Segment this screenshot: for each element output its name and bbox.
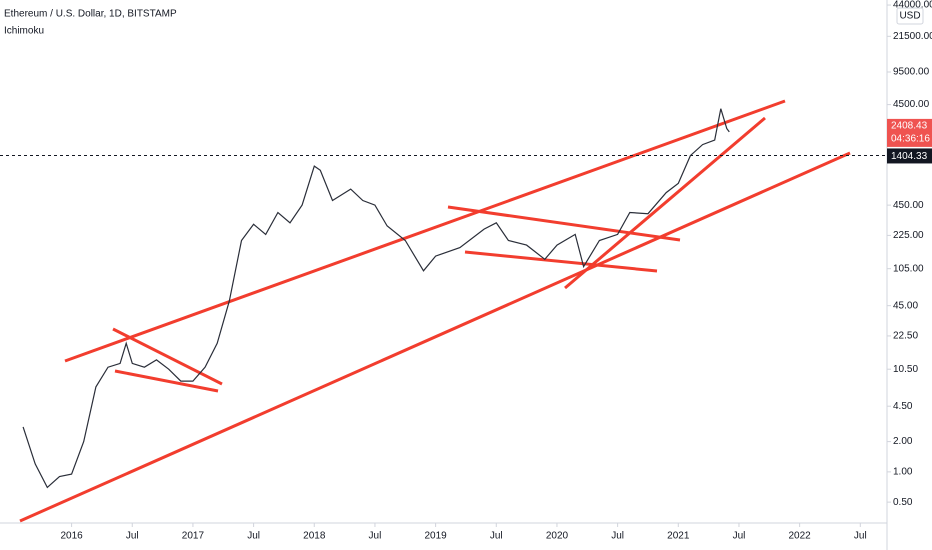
chart-title: Ethereum / U.S. Dollar, 1D, BITSTAMP [4, 9, 177, 20]
trend-line [564, 116, 766, 290]
x-tick-label: Jul [733, 531, 746, 542]
x-tick-label: 2021 [667, 531, 690, 542]
last-price-box [887, 118, 932, 147]
trend-lines [19, 99, 851, 523]
trend-line [447, 205, 681, 242]
x-tick-label: Jul [126, 531, 139, 542]
y-tick-label: 4500.00 [893, 99, 930, 110]
x-tick-label: 2018 [303, 531, 326, 542]
trend-line [19, 151, 851, 523]
x-tick-label: 2017 [182, 531, 205, 542]
trend-line [112, 327, 223, 386]
x-tick-label: Jul [247, 531, 260, 542]
currency-box[interactable] [896, 7, 924, 25]
x-tick-label: Jul [490, 531, 503, 542]
y-tick-label: 4.50 [893, 401, 913, 412]
trend-line [64, 99, 786, 363]
y-tick-label: 225.00 [893, 230, 924, 241]
currency-label: USD [899, 11, 920, 22]
y-tick-label: 1.00 [893, 467, 913, 478]
x-tick-label: 2020 [546, 531, 569, 542]
y-tick-label: 0.50 [893, 497, 913, 508]
countdown-label: 04:36:16 [891, 134, 930, 145]
level-label: 1404.33 [891, 151, 928, 162]
y-tick-label: 450.00 [893, 200, 924, 211]
y-tick-label: 2.00 [893, 436, 913, 447]
y-tick-label: 21500.00 [893, 31, 932, 42]
level-box [887, 148, 932, 164]
y-tick-label: 10.50 [893, 364, 918, 375]
y-tick-label: 22.50 [893, 331, 918, 342]
y-tick-label: 9500.00 [893, 67, 930, 78]
x-tick-label: 2019 [424, 531, 447, 542]
y-tick-label: 45.00 [893, 300, 918, 311]
x-tick-label: Jul [854, 531, 867, 542]
x-tick-label: Jul [611, 531, 624, 542]
x-tick-label: 2022 [789, 531, 812, 542]
y-tick-label: 44000.00 [893, 0, 932, 11]
trend-line [114, 369, 219, 393]
y-tick-label: 105.00 [893, 263, 924, 274]
trend-line [464, 250, 658, 273]
last-price-label: 2408.43 [891, 121, 928, 132]
indicator-label: Ichimoku [4, 26, 44, 37]
x-tick-label: 2016 [60, 531, 83, 542]
x-tick-label: Jul [369, 531, 382, 542]
price-line [22, 108, 730, 489]
